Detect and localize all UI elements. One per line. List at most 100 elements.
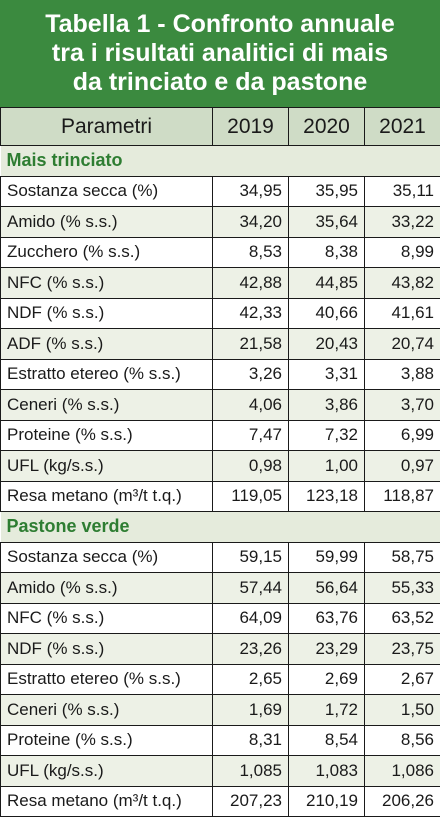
cell-value: 3,26 <box>212 358 289 390</box>
cell-value: 1,086 <box>364 755 440 787</box>
cell-value: 23,29 <box>288 633 365 665</box>
cell-value: 63,52 <box>364 602 440 634</box>
table-row: Amido (% s.s.) 34,20 35,64 33,22 <box>0 206 440 238</box>
cell-value: 58,75 <box>364 541 440 573</box>
row-label: Estratto etereo (% s.s.) <box>0 358 213 390</box>
table-row: NFC (% s.s.) 42,88 44,85 43,82 <box>0 267 440 299</box>
cell-value: 210,19 <box>288 785 365 817</box>
row-label: UFL (kg/s.s.) <box>0 450 213 482</box>
table-row: Zucchero (% s.s.) 8,53 8,38 8,99 <box>0 236 440 268</box>
cell-value: 1,50 <box>364 694 440 726</box>
row-label: Amido (% s.s.) <box>0 572 213 604</box>
section-header-row: Pastone verde <box>0 511 440 543</box>
cell-value: 123,18 <box>288 480 365 512</box>
cell-value: 119,05 <box>212 480 289 512</box>
cell-value: 3,31 <box>288 358 365 390</box>
table-title: Tabella 1 - Confronto annuale tra i risu… <box>0 0 440 107</box>
cell-value: 42,33 <box>212 297 289 329</box>
cell-value: 20,43 <box>288 328 365 360</box>
table-row: UFL (kg/s.s.) 0,98 1,00 0,97 <box>0 450 440 482</box>
header-row: Parametri 2019 2020 2021 <box>0 107 440 146</box>
table-row: Proteine (% s.s.) 8,31 8,54 8,56 <box>0 724 440 756</box>
row-label: Ceneri (% s.s.) <box>0 389 213 421</box>
cell-value: 33,22 <box>364 206 440 238</box>
cell-value: 3,88 <box>364 358 440 390</box>
row-label: Resa metano (m³/t t.q.) <box>0 785 213 817</box>
cell-value: 42,88 <box>212 267 289 299</box>
cell-value: 6,99 <box>364 419 440 451</box>
cell-value: 35,64 <box>288 206 365 238</box>
cell-value: 118,87 <box>364 480 440 512</box>
data-table: Parametri 2019 2020 2021 Mais trinciato S… <box>0 107 440 817</box>
header-param: Parametri <box>0 107 213 146</box>
cell-value: 0,97 <box>364 450 440 482</box>
title-line-1: Tabella 1 - Confronto annuale <box>45 10 395 38</box>
cell-value: 57,44 <box>212 572 289 604</box>
row-label: ADF (% s.s.) <box>0 328 213 360</box>
section-title: Pastone verde <box>0 511 440 543</box>
header-year-2019: 2019 <box>212 107 289 146</box>
cell-value: 206,26 <box>364 785 440 817</box>
row-label: Zucchero (% s.s.) <box>0 236 213 268</box>
header-year-2021: 2021 <box>364 107 440 146</box>
cell-value: 34,20 <box>212 206 289 238</box>
cell-value: 1,69 <box>212 694 289 726</box>
table-row: Amido (% s.s.) 57,44 56,64 55,33 <box>0 572 440 604</box>
cell-value: 2,69 <box>288 663 365 695</box>
table-row: Resa metano (m³/t t.q.) 207,23 210,19 206,2… <box>0 785 440 817</box>
cell-value: 1,00 <box>288 450 365 482</box>
table-row: Proteine (% s.s.) 7,47 7,32 6,99 <box>0 419 440 451</box>
table-row: NFC (% s.s.) 64,09 63,76 63,52 <box>0 602 440 634</box>
cell-value: 8,38 <box>288 236 365 268</box>
row-label: NFC (% s.s.) <box>0 602 213 634</box>
cell-value: 2,67 <box>364 663 440 695</box>
row-label: Resa metano (m³/t t.q.) <box>0 480 213 512</box>
cell-value: 20,74 <box>364 328 440 360</box>
cell-value: 2,65 <box>212 663 289 695</box>
cell-value: 4,06 <box>212 389 289 421</box>
cell-value: 0,98 <box>212 450 289 482</box>
cell-value: 8,56 <box>364 724 440 756</box>
section-title: Mais trinciato <box>0 145 440 177</box>
cell-value: 1,085 <box>212 755 289 787</box>
row-label: NFC (% s.s.) <box>0 267 213 299</box>
cell-value: 23,75 <box>364 633 440 665</box>
table-row: UFL (kg/s.s.) 1,085 1,083 1,086 <box>0 755 440 787</box>
cell-value: 8,54 <box>288 724 365 756</box>
cell-value: 8,31 <box>212 724 289 756</box>
cell-value: 41,61 <box>364 297 440 329</box>
cell-value: 43,82 <box>364 267 440 299</box>
table-row: Resa metano (m³/t t.q.) 119,05 123,18 118,8… <box>0 480 440 512</box>
cell-value: 8,53 <box>212 236 289 268</box>
table-header: Parametri 2019 2020 2021 <box>0 107 440 146</box>
cell-value: 64,09 <box>212 602 289 634</box>
row-label: UFL (kg/s.s.) <box>0 755 213 787</box>
row-label: Sostanza secca (%) <box>0 541 213 573</box>
header-year-2020: 2020 <box>288 107 365 146</box>
cell-value: 7,47 <box>212 419 289 451</box>
table-row: Estratto etereo (% s.s.) 2,65 2,69 2,67 <box>0 663 440 695</box>
table-row: NDF (% s.s.) 23,26 23,29 23,75 <box>0 633 440 665</box>
table-row: Sostanza secca (%) 59,15 59,99 58,75 <box>0 541 440 573</box>
row-label: NDF (% s.s.) <box>0 633 213 665</box>
table-row: Ceneri (% s.s.) 1,69 1,72 1,50 <box>0 694 440 726</box>
title-line-3: da trinciato e da pastone <box>72 68 368 96</box>
table-row: Ceneri (% s.s.) 4,06 3,86 3,70 <box>0 389 440 421</box>
row-label: Sostanza secca (%) <box>0 175 213 207</box>
cell-value: 23,26 <box>212 633 289 665</box>
table-row: ADF (% s.s.) 21,58 20,43 20,74 <box>0 328 440 360</box>
table-row: Sostanza secca (%) 34,95 35,95 35,11 <box>0 175 440 207</box>
cell-value: 55,33 <box>364 572 440 604</box>
row-label: NDF (% s.s.) <box>0 297 213 329</box>
table-row: NDF (% s.s.) 42,33 40,66 41,61 <box>0 297 440 329</box>
cell-value: 35,11 <box>364 175 440 207</box>
cell-value: 207,23 <box>212 785 289 817</box>
cell-value: 1,083 <box>288 755 365 787</box>
table-body: Mais trinciato Sostanza secca (%) 34,95 35,… <box>0 145 440 817</box>
cell-value: 3,70 <box>364 389 440 421</box>
cell-value: 59,15 <box>212 541 289 573</box>
cell-value: 7,32 <box>288 419 365 451</box>
row-label: Estratto etereo (% s.s.) <box>0 663 213 695</box>
cell-value: 44,85 <box>288 267 365 299</box>
cell-value: 1,72 <box>288 694 365 726</box>
